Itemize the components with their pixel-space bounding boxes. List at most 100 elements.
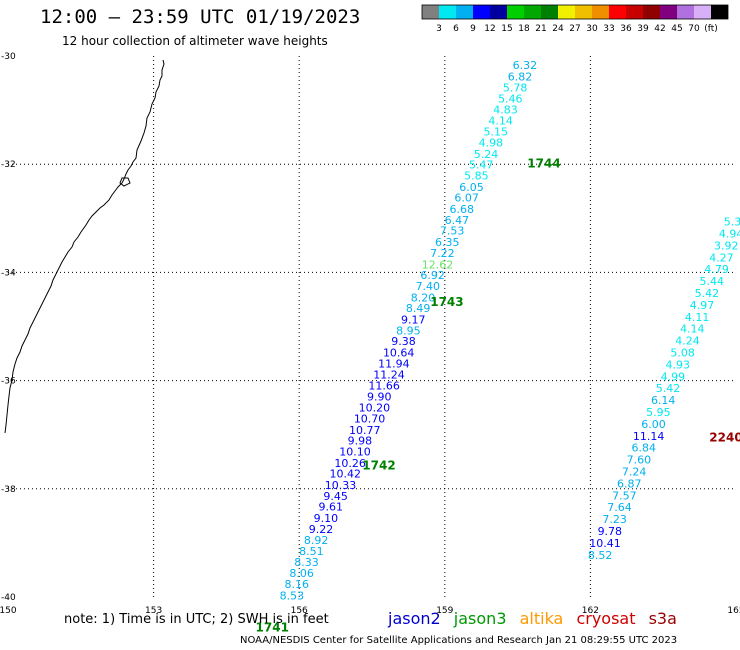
colorbar-swatch	[677, 5, 694, 19]
swh-value: 6.35	[435, 236, 460, 249]
colorbar-label: 18	[518, 24, 530, 34]
coastline-inlet	[119, 177, 131, 187]
colorbar-swatch	[473, 5, 490, 19]
swh-value: 4.98	[479, 137, 504, 150]
swh-value: 6.07	[454, 192, 479, 205]
swh-value: 9.78	[598, 525, 623, 538]
swh-value: 9.45	[323, 490, 348, 503]
swh-value: 11.66	[368, 379, 400, 392]
swh-value: 7.40	[416, 280, 441, 293]
swh-value: 7.57	[612, 489, 637, 502]
map-grid	[8, 56, 736, 597]
swh-value: 5.15	[484, 126, 509, 139]
colorbar-label: 6	[453, 24, 459, 34]
x-tick-label: 159	[436, 606, 453, 616]
swh-value: 11.24	[373, 369, 405, 382]
swh-value: 4.93	[666, 358, 691, 371]
swh-value: 10.10	[339, 445, 371, 458]
swh-value: 9.22	[309, 523, 334, 536]
swh-value: 5.36	[724, 216, 740, 229]
mission-jason3: jason3	[453, 609, 507, 628]
swh-value: 5.08	[670, 346, 695, 359]
swh-value: 7.53	[440, 225, 465, 238]
colorbar-label: 27	[569, 24, 580, 34]
swh-value: 10.77	[349, 424, 381, 437]
swh-value: 5.44	[699, 275, 724, 288]
swh-value: 8.16	[285, 578, 310, 591]
colorbar-label: (ft)	[704, 24, 718, 34]
swh-value: 8.06	[289, 567, 314, 580]
colorbar-swatch	[456, 5, 473, 19]
colorbar-label: 9	[470, 24, 476, 34]
colorbar-frame	[421, 4, 729, 20]
swh-value: 7.60	[627, 454, 652, 467]
swh-value: 8.95	[396, 324, 421, 337]
swh-value: 9.38	[391, 335, 416, 348]
swh-value: 10.64	[383, 346, 415, 359]
swh-value: 6.82	[508, 71, 533, 84]
swh-value: 4.24	[675, 335, 700, 348]
swh-value: 4.79	[704, 263, 729, 276]
pass-time-labels: 1744 1743 1742 1741 2240	[256, 157, 740, 635]
x-tick-label: 153	[145, 606, 162, 616]
swh-value: 8.33	[294, 556, 319, 569]
colorbar: 3 6 9 12 15 18 21 24 27 30 33 36 39 42 45 70 (ft)	[421, 4, 729, 34]
swh-value: 6.14	[651, 394, 676, 407]
mission-cryosat: cryosat	[576, 609, 636, 628]
swh-value: 6.84	[632, 442, 657, 455]
swh-value: 12.62	[422, 258, 454, 271]
pass-time-label: 2240	[709, 430, 740, 444]
colorbar-label: 21	[535, 24, 546, 34]
swh-value: 5.78	[503, 81, 528, 94]
colorbar-label: 39	[637, 24, 649, 34]
swh-value: 4.99	[661, 370, 686, 383]
swh-value: 4.94	[719, 227, 740, 240]
y-tick-label: -38	[1, 485, 16, 495]
swh-value: 8.51	[299, 545, 324, 558]
colorbar-label: 33	[603, 24, 614, 34]
swh-value: 10.41	[589, 537, 621, 550]
swh-value: 8.53	[280, 589, 305, 602]
mission-s3a: s3a	[648, 609, 677, 628]
y-tick-label: -30	[1, 52, 16, 62]
colorbar-swatch	[643, 5, 660, 19]
pass-time-label: 1744	[527, 157, 560, 171]
swh-value: 9.61	[318, 501, 343, 514]
swh-value: 10.33	[325, 479, 357, 492]
colorbar-label: 30	[586, 24, 598, 34]
swh-value: 10.70	[354, 412, 386, 425]
swh-value: 9.90	[367, 390, 392, 403]
swh-value: 6.87	[617, 477, 642, 490]
swh-value: 3.92	[714, 239, 739, 252]
axis-tick-labels: 150 153 156 159 162 165 -30 -32 -34 -36 -38 -40	[0, 52, 740, 616]
swh-value: 10.20	[359, 402, 391, 415]
y-tick-label: -36	[1, 377, 16, 387]
x-tick-label: 150	[0, 606, 17, 616]
colorbar-swatch	[558, 5, 575, 19]
swh-value: 6.68	[450, 203, 475, 216]
swh-value: 10.42	[330, 468, 362, 481]
chart-title: 12:00 – 23:59 UTC 01/19/2023	[40, 6, 361, 28]
swh-value: 6.05	[459, 181, 484, 194]
colorbar-swatch	[575, 5, 592, 19]
colorbar-swatch	[609, 5, 626, 19]
swh-value: 5.24	[474, 148, 499, 161]
x-tick-label: 162	[582, 606, 599, 616]
colorbar-swatch	[626, 5, 643, 19]
mission-jason2: jason2	[388, 609, 441, 628]
colorbar-label: 3	[436, 24, 442, 34]
swh-value: 8.52	[588, 549, 613, 562]
x-tick-label: 165	[727, 606, 740, 616]
swh-value: 10.26	[334, 457, 366, 470]
coastline	[4, 59, 165, 434]
colorbar-swatch	[592, 5, 609, 19]
colorbar-label: 42	[654, 24, 665, 34]
colorbar-label: 12	[484, 24, 495, 34]
swh-value: 4.27	[709, 251, 734, 264]
pass-time-label: 1743	[430, 295, 463, 309]
y-tick-label: -40	[1, 593, 16, 603]
colorbar-swatch	[439, 5, 456, 19]
swh-value: 4.14	[680, 323, 705, 336]
swh-value: 9.17	[401, 313, 426, 326]
